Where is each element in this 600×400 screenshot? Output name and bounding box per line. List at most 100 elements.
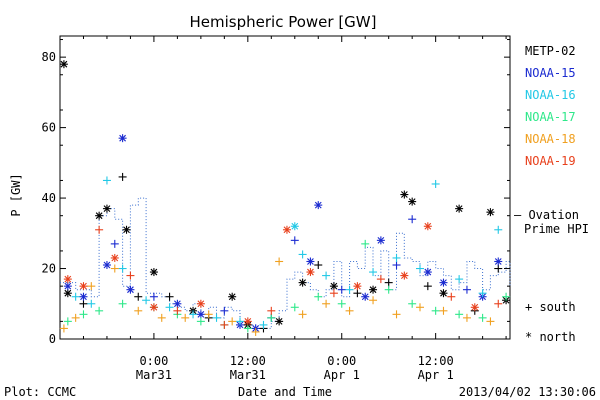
marker-noaa-15-south <box>462 285 471 294</box>
marker-noaa-15-north <box>118 134 127 143</box>
marker-stroke-d2 <box>174 300 181 308</box>
marker-metp-02-north <box>95 211 104 220</box>
marker-noaa-18-south <box>298 310 307 319</box>
marker-noaa-18-south <box>110 264 119 273</box>
marker-stroke-d2 <box>197 310 205 318</box>
marker-stroke-d2 <box>80 282 87 290</box>
marker-noaa-17-south <box>314 292 323 301</box>
marker-noaa-19-south <box>447 292 456 301</box>
marker-layer <box>59 60 511 336</box>
marker-noaa-17-south <box>243 324 252 333</box>
marker-stroke-d2 <box>307 268 314 276</box>
marker-noaa-15-north <box>63 282 72 291</box>
marker-noaa-18-south <box>345 306 354 315</box>
marker-metp-02-north <box>400 190 409 199</box>
marker-noaa-18-south <box>181 313 190 322</box>
marker-stroke-d2 <box>330 282 338 290</box>
marker-metp-02-south <box>165 292 174 301</box>
marker-metp-02-south <box>353 289 362 298</box>
marker-metp-02-south <box>118 172 127 181</box>
marker-stroke-d2 <box>369 286 377 294</box>
marker-noaa-15-south <box>220 306 229 315</box>
marker-stroke-d2 <box>299 279 306 287</box>
marker-noaa-18-south <box>275 257 284 266</box>
marker-noaa-19-north <box>79 282 88 291</box>
marker-noaa-15-north <box>361 292 370 301</box>
marker-noaa-18-south <box>486 317 495 326</box>
marker-stroke-d2 <box>103 261 111 269</box>
marker-noaa-18-south <box>369 296 378 305</box>
plot-frame <box>59 35 511 340</box>
marker-stroke-d2 <box>400 272 408 279</box>
marker-metp-02-north <box>439 289 448 298</box>
marker-stroke-d2 <box>275 317 283 325</box>
marker-noaa-18-south <box>228 317 237 326</box>
marker-stroke-d2 <box>440 289 447 297</box>
marker-stroke-d2 <box>123 226 130 234</box>
marker-noaa-16-south <box>478 289 487 298</box>
marker-noaa-15-south <box>392 261 401 270</box>
x-tick-label-date: Apr 1 <box>418 368 454 382</box>
marker-noaa-17-south <box>79 310 88 319</box>
marker-noaa-18-south <box>416 303 424 312</box>
marker-noaa-19-north <box>400 271 409 280</box>
marker-noaa-18-south <box>462 313 471 322</box>
marker-stroke-d2 <box>354 282 361 290</box>
marker-noaa-15-north <box>439 278 448 287</box>
legend-entry-noaa-18: NOAA-18 <box>525 132 576 146</box>
marker-stroke-d2 <box>487 208 494 216</box>
marker-noaa-15-north <box>196 310 205 319</box>
marker-noaa-15-north <box>306 257 315 266</box>
marker-noaa-17-south <box>267 313 276 322</box>
marker-noaa-16-south <box>345 285 354 294</box>
marker-metp-02-north <box>408 197 417 206</box>
marker-noaa-18-south <box>392 310 401 319</box>
marker-stroke-d2 <box>119 134 126 142</box>
y-axis-label: P [GW] <box>9 173 23 216</box>
marker-noaa-19-north <box>353 282 362 291</box>
marker-metp-02-north <box>486 208 495 217</box>
marker-stroke-d2 <box>64 282 72 290</box>
marker-noaa-16-south <box>392 253 401 262</box>
y-tick-label: 20 <box>42 262 56 276</box>
x-tick-label-date: Apr 1 <box>324 368 360 382</box>
marker-metp-02-north <box>329 282 338 291</box>
marker-metp-02-north <box>102 204 111 213</box>
marker-noaa-15-north <box>102 261 111 270</box>
marker-stroke-d2 <box>400 191 408 198</box>
x-axis-label: Date and Time <box>238 385 332 399</box>
marker-noaa-16-south <box>236 317 244 326</box>
marker-noaa-15-north <box>423 268 432 277</box>
marker-noaa-19-north <box>423 222 432 231</box>
marker-stroke-d2 <box>314 201 322 209</box>
marker-noaa-18-south <box>322 299 331 308</box>
marker-legend-south: + south <box>525 300 576 314</box>
legend-entry-noaa-16: NOAA-16 <box>525 88 576 102</box>
marker-legend: + south * north <box>525 300 576 344</box>
marker-stroke-d2 <box>60 60 68 68</box>
marker-noaa-18-south <box>71 313 80 322</box>
marker-stroke-d2 <box>291 222 299 230</box>
marker-noaa-19-north <box>470 303 479 312</box>
marker-noaa-17-south <box>384 285 393 294</box>
ovation-legend-label-1: — Ovation <box>514 208 579 222</box>
marker-noaa-17-south <box>196 317 205 326</box>
marker-metp-02-south <box>384 278 393 287</box>
marker-noaa-16-south <box>142 296 151 305</box>
marker-metp-02-south <box>423 282 432 291</box>
legend-entry-noaa-19: NOAA-19 <box>525 154 576 168</box>
marker-noaa-15-north <box>173 299 182 308</box>
marker-legend-north: * north <box>525 330 576 344</box>
marker-stroke-d2 <box>80 293 87 301</box>
marker-noaa-17-south <box>290 303 299 312</box>
marker-stroke-d2 <box>494 258 502 265</box>
x-tick-label-date: Mar31 <box>136 368 172 382</box>
ovation-series-line <box>60 197 511 329</box>
legend-entry-metp-02: METP-02 <box>525 44 576 58</box>
marker-noaa-16-south <box>118 264 127 273</box>
marker-noaa-19-south <box>376 275 385 284</box>
marker-noaa-19-north <box>282 225 291 234</box>
marker-metp-02-south <box>494 264 503 273</box>
marker-noaa-19-north <box>110 253 119 262</box>
